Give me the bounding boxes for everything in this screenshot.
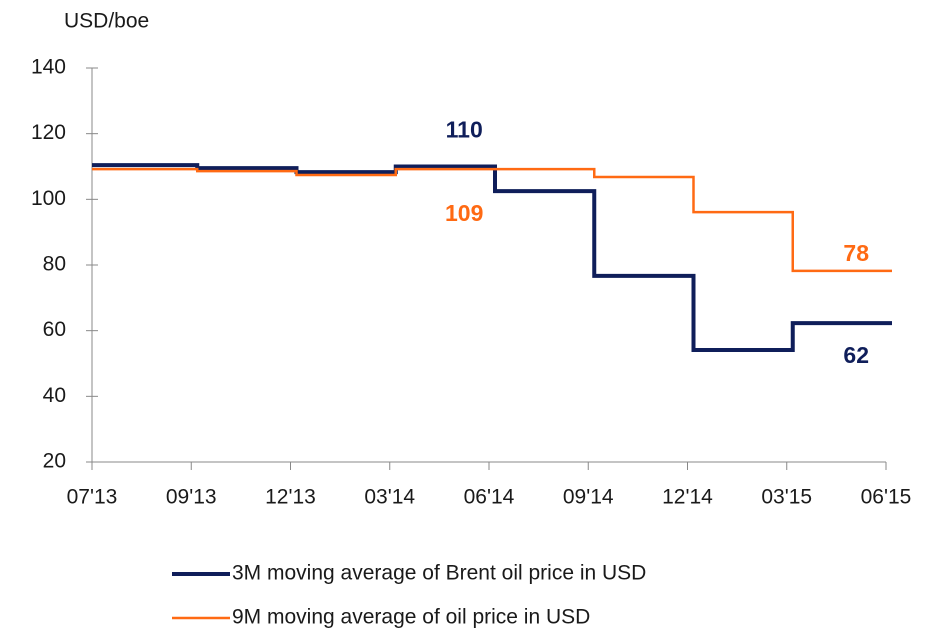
y-tick-label: 140 bbox=[31, 56, 66, 79]
y-tick-label: 40 bbox=[43, 384, 66, 407]
legend-label: 9M moving average of oil price in USD bbox=[232, 606, 590, 629]
x-tick-label: 06'14 bbox=[464, 486, 515, 509]
data-label: 62 bbox=[843, 342, 869, 368]
legend-label: 3M moving average of Brent oil price in … bbox=[232, 562, 646, 585]
series-line bbox=[92, 163, 892, 353]
x-tick-label: 06'15 bbox=[861, 486, 912, 509]
x-tick-label: 12'14 bbox=[662, 486, 713, 509]
x-tick-label: 03'15 bbox=[761, 486, 812, 509]
series-line bbox=[92, 167, 892, 273]
y-tick-label: 20 bbox=[43, 450, 66, 473]
y-tick-label: 100 bbox=[31, 187, 66, 210]
y-tick-label: 80 bbox=[43, 253, 66, 276]
data-label: 110 bbox=[446, 117, 483, 143]
x-tick-label: 12'13 bbox=[265, 486, 316, 509]
y-tick-label: 60 bbox=[43, 318, 66, 341]
data-label: 109 bbox=[445, 200, 483, 226]
y-axis-title: USD/boe bbox=[64, 10, 149, 33]
x-tick-label: 03'14 bbox=[364, 486, 415, 509]
x-tick-label: 07'13 bbox=[67, 486, 118, 509]
x-tick-label: 09'14 bbox=[563, 486, 614, 509]
data-label: 78 bbox=[843, 240, 869, 266]
y-tick-label: 120 bbox=[31, 121, 66, 144]
x-tick-label: 09'13 bbox=[166, 486, 217, 509]
